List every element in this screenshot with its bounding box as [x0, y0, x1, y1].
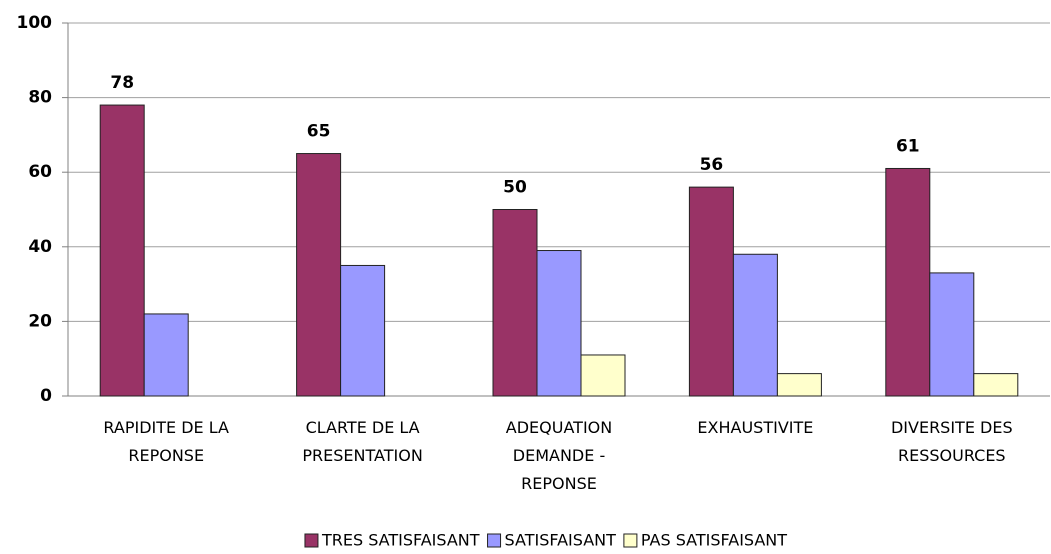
bar [973, 373, 1019, 397]
legend-swatch [304, 533, 319, 548]
data-label: 65 [307, 122, 331, 142]
x-tick-label: ADEQUATION DEMANDE - REPONSE [506, 418, 612, 493]
x-tick-label: CLARTE DE LA PRESENTATION [302, 418, 422, 465]
bar [492, 209, 538, 397]
legend-item: SATISFAISANT [487, 531, 617, 550]
bar [929, 272, 975, 397]
x-tick-label-line: REPONSE [128, 446, 204, 465]
x-tick-label-line: DIVERSITE DES [891, 418, 1013, 437]
data-label: 78 [110, 73, 134, 93]
bar [776, 373, 822, 397]
bar [885, 167, 931, 397]
y-tick-label: 80 [28, 88, 52, 108]
legend-label: TRES SATISFAISANT [321, 531, 480, 550]
legend-item: PAS SATISFAISANT [623, 531, 787, 550]
bar [296, 153, 342, 397]
legend-swatch [487, 533, 502, 548]
x-tick-label-line: RAPIDITE DE LA [103, 418, 229, 437]
legend-label: PAS SATISFAISANT [641, 531, 787, 550]
bar [99, 104, 145, 397]
data-label: 61 [896, 136, 920, 156]
y-tick-label: 20 [28, 311, 52, 331]
legend-item: TRES SATISFAISANT [304, 531, 480, 550]
y-tick-label: 60 [28, 162, 52, 182]
x-tick-label-line: ADEQUATION [506, 418, 612, 437]
legend-label: SATISFAISANT [505, 531, 617, 550]
x-tick-label: RAPIDITE DE LA REPONSE [103, 418, 229, 465]
x-tick-label: DIVERSITE DES RESSOURCES [891, 418, 1013, 465]
data-label: 56 [700, 155, 724, 175]
legend-swatch [623, 533, 638, 548]
bar [732, 253, 778, 397]
x-tick-label-line: RESSOURCES [898, 446, 1006, 465]
x-tick-label-line: EXHAUSTIVITE [697, 418, 813, 437]
y-tick-label: 40 [28, 237, 52, 257]
bar [536, 250, 582, 397]
y-tick-label: 0 [40, 386, 52, 406]
x-tick-label-line: REPONSE [521, 474, 597, 493]
x-tick-label: EXHAUSTIVITE [697, 418, 813, 437]
bar [688, 186, 734, 397]
x-tick-label-line: DEMANDE - [513, 446, 605, 465]
x-tick-label-line: PRESENTATION [302, 446, 422, 465]
bar [580, 354, 626, 397]
data-label: 50 [503, 178, 527, 198]
bar [143, 313, 189, 397]
x-tick-label-line: CLARTE DE LA [306, 418, 420, 437]
y-tick-label: 100 [17, 13, 53, 33]
bar [340, 264, 386, 397]
